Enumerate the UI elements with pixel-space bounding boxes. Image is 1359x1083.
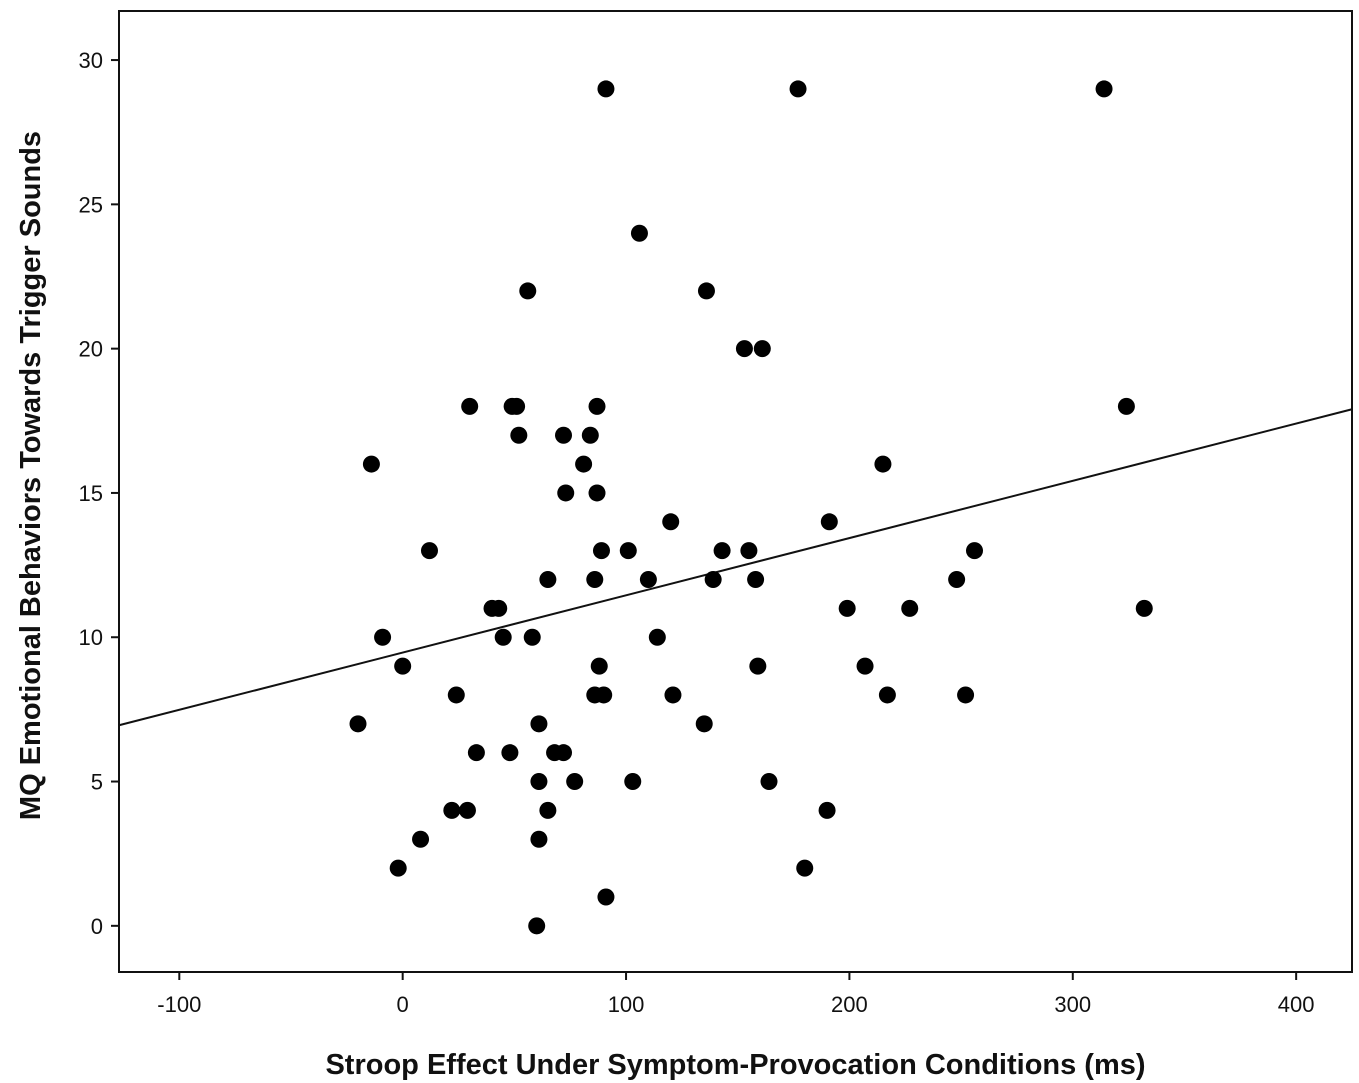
- x-tick-label: 100: [608, 992, 645, 1017]
- data-point: [735, 340, 753, 358]
- data-point: [586, 571, 604, 589]
- data-point: [420, 542, 438, 560]
- data-point: [695, 715, 713, 733]
- data-point: [760, 773, 778, 791]
- data-point: [818, 801, 836, 819]
- data-point: [957, 686, 975, 704]
- data-point: [394, 657, 412, 675]
- data-point: [1117, 397, 1135, 415]
- y-axis-ticks: 0 5 10 15 20 25 30: [79, 48, 119, 939]
- data-point: [490, 599, 508, 617]
- x-tick-label: 400: [1278, 992, 1315, 1017]
- data-point: [820, 513, 838, 531]
- x-axis-title: Stroop Effect Under Symptom-Provocation …: [325, 1049, 1145, 1081]
- data-point: [412, 830, 430, 848]
- data-point: [501, 744, 519, 762]
- data-point: [528, 917, 546, 935]
- data-point: [747, 571, 765, 589]
- data-point: [630, 224, 648, 242]
- data-point: [789, 80, 807, 98]
- plot-frame: [118, 10, 1353, 973]
- data-point: [523, 628, 541, 646]
- data-point: [362, 455, 380, 473]
- data-point: [539, 571, 557, 589]
- data-point: [530, 830, 548, 848]
- y-tick-label: 5: [91, 770, 103, 795]
- data-point: [878, 686, 896, 704]
- data-point: [740, 542, 758, 560]
- data-point: [575, 455, 593, 473]
- data-point: [530, 773, 548, 791]
- data-point: [590, 657, 608, 675]
- y-tick-label: 25: [79, 192, 103, 217]
- data-point: [494, 628, 512, 646]
- data-points: [349, 80, 1153, 935]
- data-point: [664, 686, 682, 704]
- data-point: [966, 542, 984, 560]
- data-point: [1095, 80, 1113, 98]
- x-tick-label: 200: [831, 992, 868, 1017]
- x-tick-label: -100: [157, 992, 201, 1017]
- data-point: [592, 542, 610, 560]
- data-point: [796, 859, 814, 877]
- data-point: [447, 686, 465, 704]
- data-point: [624, 773, 642, 791]
- data-point: [1135, 599, 1153, 617]
- data-point: [555, 426, 573, 444]
- data-point: [581, 426, 599, 444]
- x-tick-label: 0: [397, 992, 409, 1017]
- y-tick-label: 0: [91, 914, 103, 939]
- data-point: [713, 542, 731, 560]
- data-point: [619, 542, 637, 560]
- data-point: [597, 888, 615, 906]
- data-point: [749, 657, 767, 675]
- data-point: [662, 513, 680, 531]
- y-tick-label: 15: [79, 481, 103, 506]
- y-tick-label: 20: [79, 337, 103, 362]
- data-point: [704, 571, 722, 589]
- x-axis-ticks: -100 0 100 200 300 400: [157, 972, 1315, 1017]
- data-point: [349, 715, 367, 733]
- y-tick-label: 30: [79, 48, 103, 73]
- data-point: [510, 426, 528, 444]
- data-point: [856, 657, 874, 675]
- data-point: [461, 397, 479, 415]
- data-point: [508, 397, 526, 415]
- data-point: [519, 282, 537, 300]
- data-point: [597, 80, 615, 98]
- data-point: [389, 859, 407, 877]
- data-point: [838, 599, 856, 617]
- data-point: [648, 628, 666, 646]
- data-point: [374, 628, 392, 646]
- data-point: [588, 397, 606, 415]
- y-tick-label: 10: [79, 625, 103, 650]
- data-point: [639, 571, 657, 589]
- data-point: [753, 340, 771, 358]
- data-point: [467, 744, 485, 762]
- regression-line: [118, 408, 1353, 727]
- data-point: [901, 599, 919, 617]
- x-tick-label: 300: [1054, 992, 1091, 1017]
- y-axis-title: MQ Emotional Behaviors Towards Trigger S…: [15, 131, 47, 820]
- data-point: [697, 282, 715, 300]
- data-point: [557, 484, 575, 502]
- data-point: [555, 744, 573, 762]
- data-point: [458, 801, 476, 819]
- data-point: [566, 773, 584, 791]
- data-point: [948, 571, 966, 589]
- data-point: [539, 801, 557, 819]
- data-point: [595, 686, 613, 704]
- data-point: [530, 715, 548, 733]
- data-point: [874, 455, 892, 473]
- data-point: [588, 484, 606, 502]
- data-point: [443, 801, 461, 819]
